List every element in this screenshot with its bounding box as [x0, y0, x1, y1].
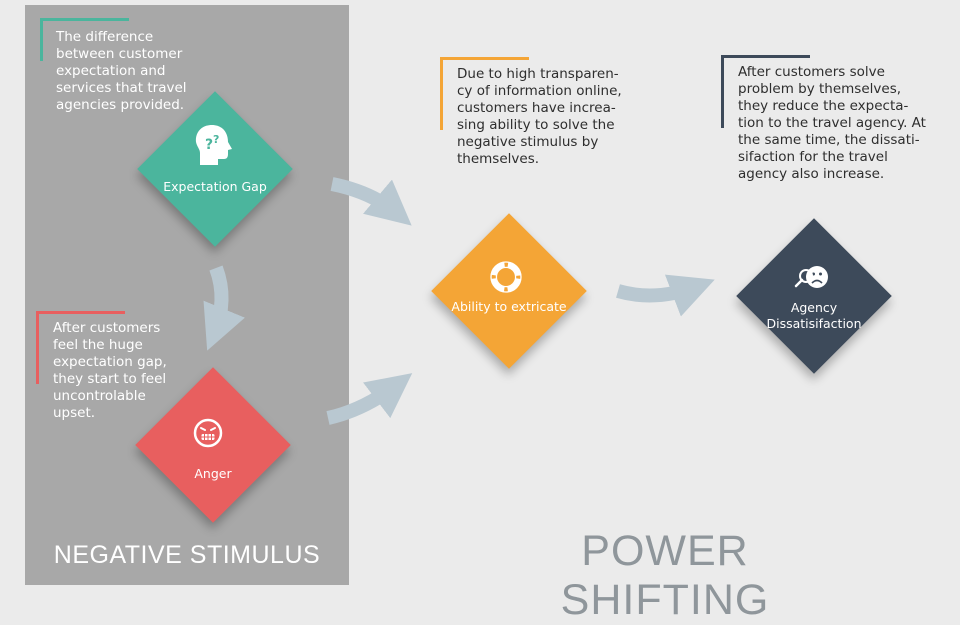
- anger-note-bracket: [36, 311, 125, 384]
- flow-arrows: [203, 177, 715, 425]
- gap-note-bracket: [40, 18, 129, 61]
- extricate-note-bracket: [440, 57, 529, 130]
- angry-face-icon: [193, 418, 223, 448]
- arrow-gap-to-extricate: [330, 177, 412, 226]
- arrow-anger-to-extricate: [326, 373, 413, 425]
- expectation-gap-label: Expectation Gap: [163, 179, 267, 194]
- anger-label: Anger: [194, 466, 232, 481]
- svg-text:?: ?: [213, 133, 219, 146]
- extricate-note: Due to high transparen-cy of information…: [457, 66, 622, 167]
- anger-note: After customers feel the huge expectation …: [53, 320, 167, 421]
- dissatisfaction-label: Agency Dissatisifaction: [766, 300, 862, 331]
- dissatisfaction-note-bracket: [721, 55, 810, 128]
- gap-note: The difference between customer expectatio…: [56, 29, 187, 113]
- lifebuoy-icon: [490, 261, 522, 293]
- arrow-extricate-to-dissatisfaction: [616, 274, 715, 317]
- power-shifting-label: POWER SHIFTING: [560, 527, 770, 624]
- dissatisfaction-note: After customers solve problem by themselv…: [738, 64, 926, 182]
- magnifier-face-icon: [794, 266, 828, 288]
- svg-text:?: ?: [205, 137, 213, 153]
- extricate-label: Ability to extricate: [451, 299, 567, 314]
- head-question-icon: ? ?: [195, 125, 232, 165]
- negative-stimulus-label: NEGATIVE STIMULUS: [53, 541, 321, 569]
- arrow-gap-to-anger: [203, 265, 245, 351]
